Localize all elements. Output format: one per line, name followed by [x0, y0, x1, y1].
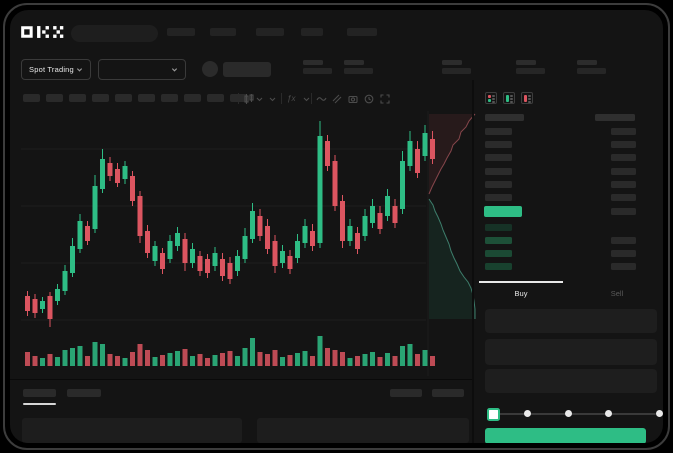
bottom-action-placeholder[interactable]	[390, 389, 422, 397]
nav-item-placeholder[interactable]	[167, 28, 195, 36]
bottom-tab-active-underline	[23, 403, 56, 405]
slider-stop[interactable]	[565, 410, 572, 417]
tab-sell[interactable]: Sell	[610, 289, 624, 298]
fullscreen-icon[interactable]	[380, 94, 390, 104]
bottom-panel-placeholder	[22, 418, 242, 443]
ask-row-amount	[611, 167, 636, 175]
line-chart-icon[interactable]	[316, 95, 327, 103]
ask-row-amount	[611, 194, 636, 201]
toolbar-divider	[311, 93, 312, 104]
chevron-down-icon	[171, 68, 178, 72]
bottom-panel-placeholder	[257, 418, 469, 443]
device-frame	[3, 3, 670, 450]
pair-dropdown[interactable]	[98, 59, 186, 80]
nav-item-placeholder[interactable]	[210, 28, 236, 36]
timeframe-button-placeholder[interactable]	[138, 94, 155, 102]
tab-buy[interactable]: Buy	[514, 289, 528, 298]
bid-row-amount	[611, 250, 636, 257]
ask-row-amount	[611, 128, 636, 135]
bid-row-price[interactable]	[485, 250, 512, 257]
bottom-tab-placeholder[interactable]	[23, 389, 56, 397]
ask-row-price[interactable]	[485, 167, 512, 175]
market-type-label: Spot Trading	[29, 65, 74, 74]
nav-item-placeholder[interactable]	[347, 28, 377, 36]
ticker-stat	[442, 60, 472, 74]
ask-row-price[interactable]	[485, 180, 512, 188]
ask-row-price[interactable]	[485, 154, 512, 162]
bid-row-price[interactable]	[485, 263, 512, 270]
indicators-button[interactable]: ƒx	[287, 94, 296, 103]
bottom-action-placeholder[interactable]	[432, 389, 464, 397]
ask-row-price[interactable]	[485, 194, 512, 201]
interval-dropdown[interactable]	[268, 94, 277, 104]
coin-icon	[202, 61, 218, 77]
orderbook-header-price	[485, 114, 524, 121]
timeframe-button-placeholder[interactable]	[207, 94, 224, 102]
column-divider	[472, 80, 474, 443]
timeframe-button-placeholder[interactable]	[69, 94, 86, 102]
ticker-stat	[577, 60, 607, 74]
ticker-stat	[303, 60, 333, 74]
toolbar-divider	[238, 93, 239, 104]
ask-row-amount	[611, 154, 636, 162]
nav-item-placeholder[interactable]	[301, 28, 323, 36]
orderbook-header-amount	[595, 114, 635, 121]
app-window: Spot Trading ƒx	[10, 10, 663, 443]
history-clock-icon[interactable]	[364, 94, 374, 104]
active-tab-indicator	[479, 281, 563, 283]
slider-handle-active[interactable]	[487, 408, 500, 421]
timeframe-button-placeholder[interactable]	[92, 94, 109, 102]
amount-input[interactable]	[485, 339, 657, 365]
bid-row-price[interactable]	[485, 237, 512, 244]
screenshot-camera-icon[interactable]	[348, 94, 358, 104]
bid-row-amount	[611, 237, 636, 244]
ticker-stat	[344, 60, 374, 74]
price-input[interactable]	[485, 309, 657, 333]
timeframe-button-placeholder[interactable]	[184, 94, 201, 102]
nav-item-placeholder[interactable]	[256, 28, 284, 36]
pair-name-placeholder	[223, 62, 271, 77]
timeframe-button-placeholder[interactable]	[46, 94, 63, 102]
last-price-badge[interactable]	[484, 206, 522, 217]
timeframe-button-placeholder[interactable]	[23, 94, 40, 102]
slider-stop[interactable]	[524, 410, 531, 417]
buy-submit-button[interactable]	[485, 428, 646, 443]
compare-icon[interactable]	[332, 94, 342, 104]
chevron-down-icon	[76, 68, 83, 72]
ask-row-price[interactable]	[485, 128, 512, 135]
last-price-amount	[611, 208, 636, 215]
orderbook-view-both-icon[interactable]	[485, 92, 497, 104]
okx-logo	[21, 25, 65, 39]
ask-row-amount	[611, 141, 636, 149]
slider-stop[interactable]	[605, 410, 612, 417]
slider-stop[interactable]	[656, 410, 663, 417]
ask-row-price[interactable]	[485, 141, 512, 149]
candle-type-button[interactable]	[244, 94, 263, 104]
ask-row-amount	[611, 180, 636, 188]
market-type-dropdown[interactable]: Spot Trading	[21, 59, 91, 80]
bottom-tab-placeholder[interactable]	[67, 389, 101, 397]
total-input[interactable]	[485, 369, 657, 393]
candlestick-chart[interactable]	[21, 111, 479, 376]
toolbar-divider	[281, 93, 282, 104]
search-input[interactable]	[71, 25, 158, 42]
bottom-divider	[10, 379, 472, 380]
bid-row-amount	[611, 263, 636, 270]
ticker-stat	[516, 60, 546, 74]
bid-row-price[interactable]	[485, 224, 512, 231]
orderbook-view-bids-icon[interactable]	[503, 92, 515, 104]
indicators-chevron[interactable]	[302, 94, 311, 104]
timeframe-button-placeholder[interactable]	[161, 94, 178, 102]
slider-track[interactable]	[489, 413, 656, 415]
orderbook-view-asks-icon[interactable]	[521, 92, 533, 104]
timeframe-button-placeholder[interactable]	[115, 94, 132, 102]
